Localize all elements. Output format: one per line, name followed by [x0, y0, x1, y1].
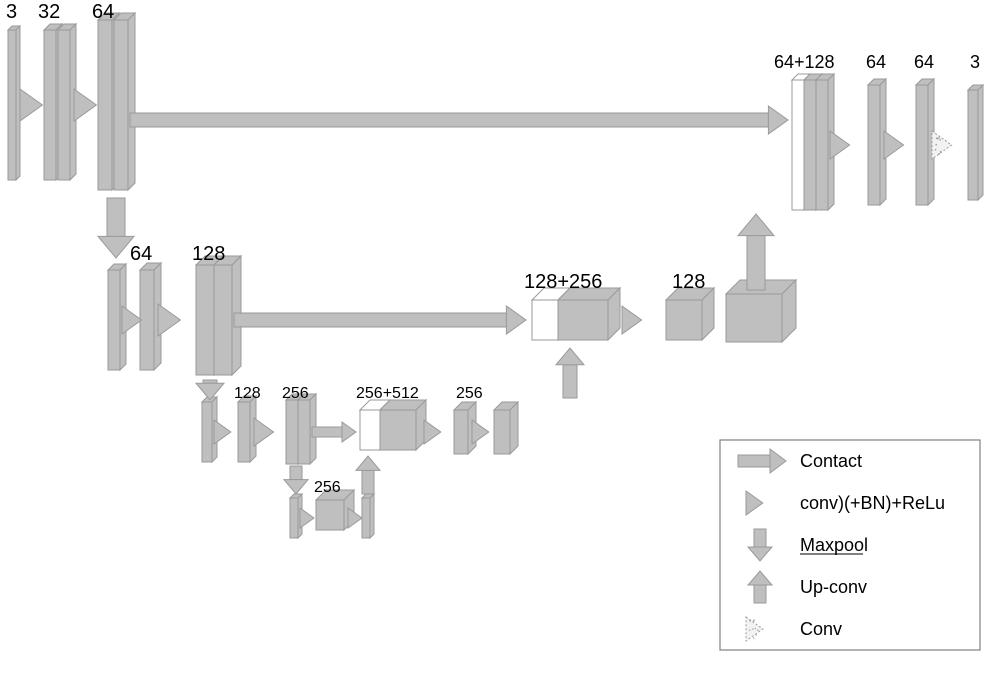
svg-text:128: 128 — [672, 271, 705, 293]
svg-text:Conv: Conv — [800, 619, 842, 639]
svg-text:256: 256 — [314, 479, 341, 496]
svg-text:128: 128 — [192, 243, 225, 265]
svg-text:3: 3 — [970, 52, 980, 72]
svg-text:32: 32 — [38, 1, 60, 23]
svg-text:64+128: 64+128 — [774, 52, 835, 72]
svg-text:256: 256 — [282, 385, 309, 402]
svg-text:64: 64 — [914, 52, 934, 72]
svg-text:Contact: Contact — [800, 451, 862, 471]
svg-text:64: 64 — [92, 1, 114, 23]
svg-text:128+256: 128+256 — [524, 271, 602, 293]
svg-text:Up-conv: Up-conv — [800, 577, 867, 597]
svg-text:64: 64 — [866, 52, 886, 72]
svg-text:256: 256 — [456, 385, 483, 402]
unet-diagram: 3 32 64 64+128 64 64 3 64 128 128+256 128 128 256 256… — [0, 0, 1000, 689]
svg-text:Maxpool: Maxpool — [800, 535, 868, 555]
svg-text:128: 128 — [234, 385, 261, 402]
svg-text:3: 3 — [6, 1, 17, 23]
svg-text:256+512: 256+512 — [356, 385, 419, 402]
svg-text:64: 64 — [130, 243, 152, 265]
svg-text:conv)(+BN)+ReLu: conv)(+BN)+ReLu — [800, 493, 945, 513]
